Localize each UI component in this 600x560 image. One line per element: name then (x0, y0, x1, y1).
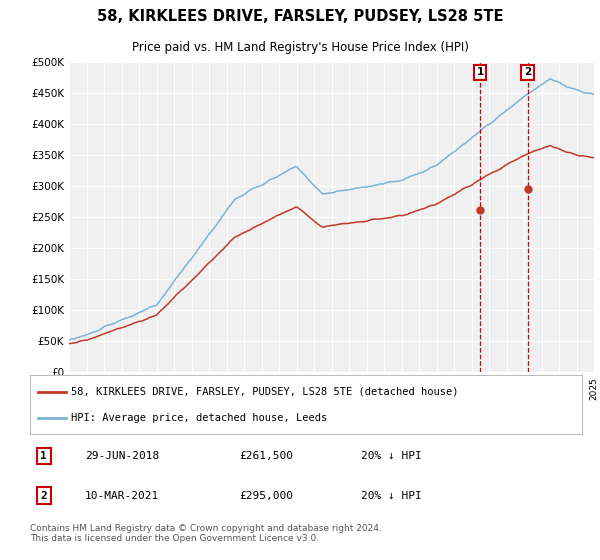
Text: 2: 2 (40, 491, 47, 501)
Text: 1: 1 (476, 67, 484, 77)
Text: 1: 1 (40, 451, 47, 461)
Text: Price paid vs. HM Land Registry's House Price Index (HPI): Price paid vs. HM Land Registry's House … (131, 41, 469, 54)
Text: 2: 2 (524, 67, 531, 77)
Text: £295,000: £295,000 (240, 491, 294, 501)
Text: 58, KIRKLEES DRIVE, FARSLEY, PUDSEY, LS28 5TE (detached house): 58, KIRKLEES DRIVE, FARSLEY, PUDSEY, LS2… (71, 386, 459, 396)
Text: £261,500: £261,500 (240, 451, 294, 461)
Text: 29-JUN-2018: 29-JUN-2018 (85, 451, 160, 461)
Point (475, 206, 485, 214)
Point (523, 185, 532, 194)
Text: Contains HM Land Registry data © Crown copyright and database right 2024.
This d: Contains HM Land Registry data © Crown c… (30, 524, 382, 543)
Text: 20% ↓ HPI: 20% ↓ HPI (361, 451, 422, 461)
Text: 20% ↓ HPI: 20% ↓ HPI (361, 491, 422, 501)
Text: 58, KIRKLEES DRIVE, FARSLEY, PUDSEY, LS28 5TE: 58, KIRKLEES DRIVE, FARSLEY, PUDSEY, LS2… (97, 10, 503, 24)
Text: 10-MAR-2021: 10-MAR-2021 (85, 491, 160, 501)
Text: HPI: Average price, detached house, Leeds: HPI: Average price, detached house, Leed… (71, 413, 328, 423)
